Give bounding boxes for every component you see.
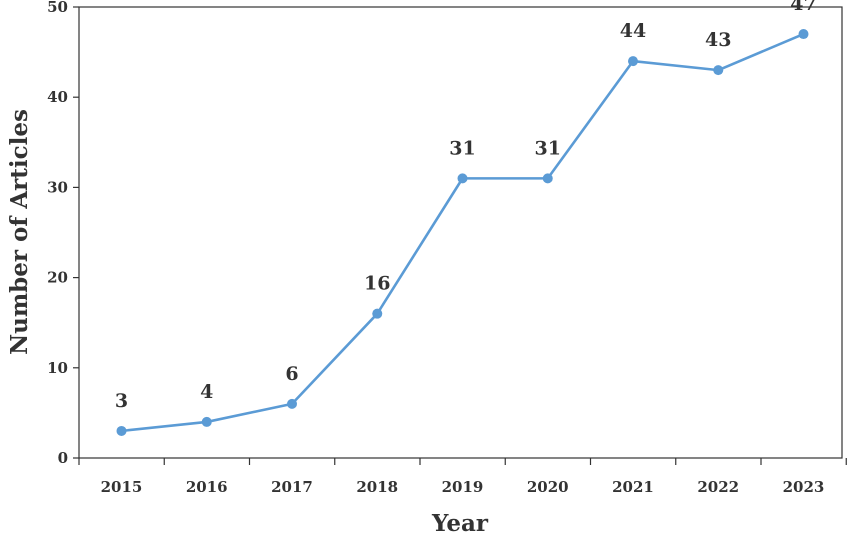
x-axis: 2015 2016 2017 2018 2019 2020 2021 2022 2023 xyxy=(78,458,847,496)
data-label: 4 xyxy=(200,381,213,403)
data-point xyxy=(628,56,638,67)
data-point xyxy=(372,308,383,319)
data-point xyxy=(542,173,553,184)
x-tick-label: 2021 xyxy=(612,478,654,496)
y-tick-label: 0 xyxy=(58,449,68,467)
data-label-group: 3 4 6 16 31 31 44 43 47 xyxy=(115,0,817,412)
y-axis-title: Number of Articles xyxy=(6,109,33,355)
x-tick-label: 2022 xyxy=(697,478,739,496)
data-point xyxy=(116,425,127,436)
x-tick-label: 2023 xyxy=(783,478,825,496)
data-label: 16 xyxy=(364,273,390,295)
data-point xyxy=(457,173,468,184)
data-label: 31 xyxy=(535,137,561,159)
y-tick-label: 20 xyxy=(47,269,68,287)
y-tick-label: 50 xyxy=(47,0,68,16)
data-label: 31 xyxy=(449,137,475,159)
data-point xyxy=(201,416,212,427)
series-line xyxy=(121,32,805,433)
data-label: 6 xyxy=(285,363,298,385)
x-tick-label: 2016 xyxy=(186,478,228,496)
data-label: 43 xyxy=(705,29,731,51)
y-tick-label: 10 xyxy=(47,359,68,377)
y-tick-label: 30 xyxy=(47,178,68,196)
x-tick-label: 2017 xyxy=(271,478,313,496)
series-line-group xyxy=(116,29,809,436)
data-point xyxy=(798,29,809,40)
plot-frame xyxy=(78,6,843,459)
y-tick-label: 40 xyxy=(47,88,68,106)
x-axis-title: Year xyxy=(431,510,489,537)
data-label: 44 xyxy=(620,20,646,42)
y-axis: 0 10 20 30 40 50 xyxy=(47,0,79,467)
x-tick-label: 2015 xyxy=(101,478,143,496)
data-point xyxy=(287,398,297,409)
data-label: 3 xyxy=(115,390,128,412)
x-tick-label: 2019 xyxy=(442,478,484,496)
x-tick-label: 2020 xyxy=(527,478,569,496)
x-tick-label: 2018 xyxy=(356,478,398,496)
data-label: 47 xyxy=(790,0,816,15)
data-point xyxy=(713,65,724,76)
